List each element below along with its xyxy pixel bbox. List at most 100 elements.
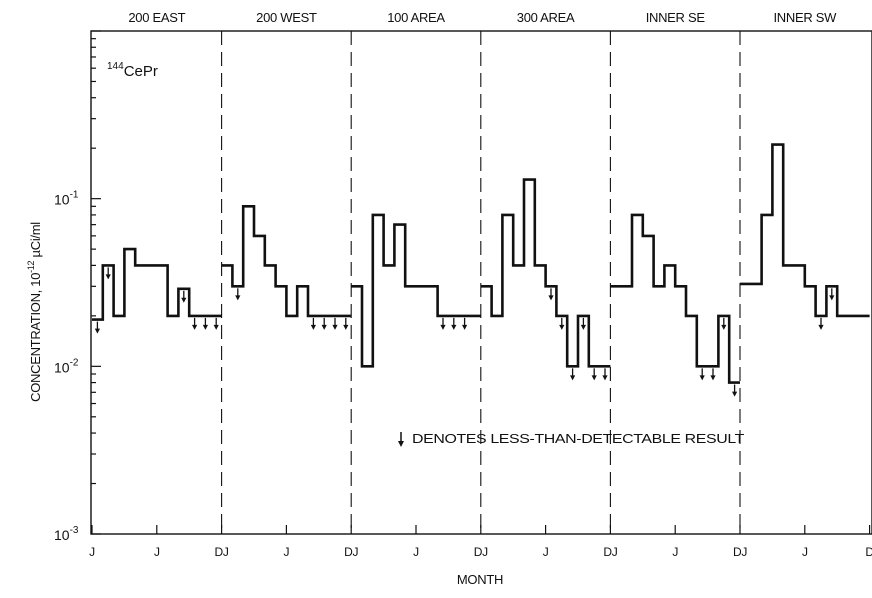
x-tick-label: DJ: [215, 545, 229, 559]
less-than-arrow: [570, 368, 576, 381]
arrow-head: [105, 274, 111, 280]
less-than-arrow: [310, 317, 316, 330]
arrow-head: [451, 324, 457, 330]
less-than-arrow: [343, 317, 349, 330]
series-step-line: [221, 205, 352, 318]
y-tick-label: 10-1: [54, 190, 79, 208]
less-than-arrow: [829, 288, 835, 301]
less-than-arrow: [559, 317, 565, 330]
arrow-head: [310, 324, 316, 330]
x-tick-label: J: [89, 545, 95, 559]
series-step-line: [740, 143, 870, 318]
arrow-head: [202, 324, 208, 330]
less-than-arrow: [213, 317, 219, 330]
y-tick-base: 10: [54, 359, 70, 375]
panel-title: 200 EAST: [128, 10, 185, 25]
less-than-arrow: [321, 317, 327, 330]
arrow-head: [181, 297, 187, 303]
arrow-head: [462, 324, 468, 330]
x-tick-label: J: [413, 545, 419, 559]
legend-arrow-head: [398, 441, 404, 447]
less-than-arrow: [548, 288, 554, 301]
less-than-arrow: [94, 321, 100, 334]
less-than-arrow: [818, 317, 824, 330]
y-axis-label-main: CONCENTRATION, 10: [28, 273, 43, 402]
arrow-head: [818, 324, 824, 330]
less-than-arrow: [591, 368, 597, 381]
y-tick-exp: -1: [70, 190, 79, 201]
less-than-arrow: [192, 317, 198, 330]
arrow-head: [710, 375, 716, 381]
x-tick-label: J: [284, 545, 290, 559]
less-than-arrow: [699, 368, 705, 381]
less-than-arrow: [721, 317, 727, 330]
less-than-arrow: [602, 368, 608, 381]
less-than-arrow: [202, 317, 208, 330]
arrow-head: [570, 375, 576, 381]
y-tick-label: 10-3: [54, 525, 79, 543]
less-than-arrow: [181, 290, 187, 303]
less-than-arrow: [332, 317, 338, 330]
less-than-arrow: [580, 317, 586, 330]
y-tick-label: 10-2: [54, 357, 79, 375]
isotope-mass: 144: [107, 61, 124, 72]
arrow-head: [235, 295, 241, 301]
x-tick-label: D: [865, 545, 872, 559]
arrow-head: [548, 295, 554, 301]
less-than-arrow: [105, 267, 111, 280]
legend-note-text: DENOTES LESS-THAN-DETECTABLE RESULT: [412, 431, 744, 446]
arrow-head: [721, 324, 727, 330]
series-step-line: [92, 247, 222, 321]
y-tick-base: 10: [54, 192, 70, 208]
x-tick-label: DJ: [474, 545, 488, 559]
arrow-head: [332, 324, 338, 330]
x-tick-label: DJ: [733, 545, 747, 559]
panel-title: INNER SE: [646, 10, 706, 25]
panel-title: 300 AREA: [517, 10, 575, 25]
legend-note: DENOTES LESS-THAN-DETECTABLE RESULT: [398, 431, 745, 447]
arrow-head: [440, 324, 446, 330]
less-than-arrows: [94, 267, 835, 397]
y-tick-exp: -2: [70, 357, 79, 368]
arrow-head: [829, 295, 835, 301]
arrow-head: [591, 375, 597, 381]
arrow-head: [94, 328, 100, 334]
x-axis-label: MONTH: [457, 572, 503, 587]
x-tick-label: J: [154, 545, 160, 559]
arrow-head: [343, 324, 349, 330]
isotope-label: 144CePr: [107, 61, 158, 80]
less-than-arrow: [710, 368, 716, 381]
y-tick-base: 10: [54, 527, 70, 543]
less-than-arrow: [440, 317, 446, 330]
y-axis-label: CONCENTRATION, 10-12 µCi/ml: [26, 222, 43, 402]
less-than-arrow: [732, 384, 738, 397]
x-tick-label: J: [672, 545, 678, 559]
arrow-head: [580, 324, 586, 330]
less-than-arrow: [462, 317, 468, 330]
less-than-arrow: [235, 288, 241, 301]
y-tick-exp: -3: [70, 525, 79, 536]
arrow-head: [559, 324, 565, 330]
panel-title: INNER SW: [773, 10, 837, 25]
y-axis-label-unit: µCi/ml: [28, 222, 43, 261]
panel-title: 100 AREA: [387, 10, 445, 25]
arrow-head: [732, 391, 738, 397]
series-step-line: [610, 213, 740, 384]
series-step-line: [480, 178, 611, 368]
arrow-head: [321, 324, 327, 330]
series-step-line: [351, 213, 481, 368]
less-than-arrow: [451, 317, 457, 330]
x-tick-label: J: [543, 545, 549, 559]
y-axis-label-exp: -12: [26, 260, 36, 272]
arrow-head: [192, 324, 198, 330]
isotope-symbol: CePr: [124, 63, 158, 80]
x-tick-label: J: [802, 545, 808, 559]
panel-title: 200 WEST: [256, 10, 317, 25]
arrow-head: [213, 324, 219, 330]
arrow-head: [602, 375, 608, 381]
plot-area-border: [90, 30, 872, 535]
arrow-head: [699, 375, 705, 381]
plot-frame: [90, 30, 872, 535]
